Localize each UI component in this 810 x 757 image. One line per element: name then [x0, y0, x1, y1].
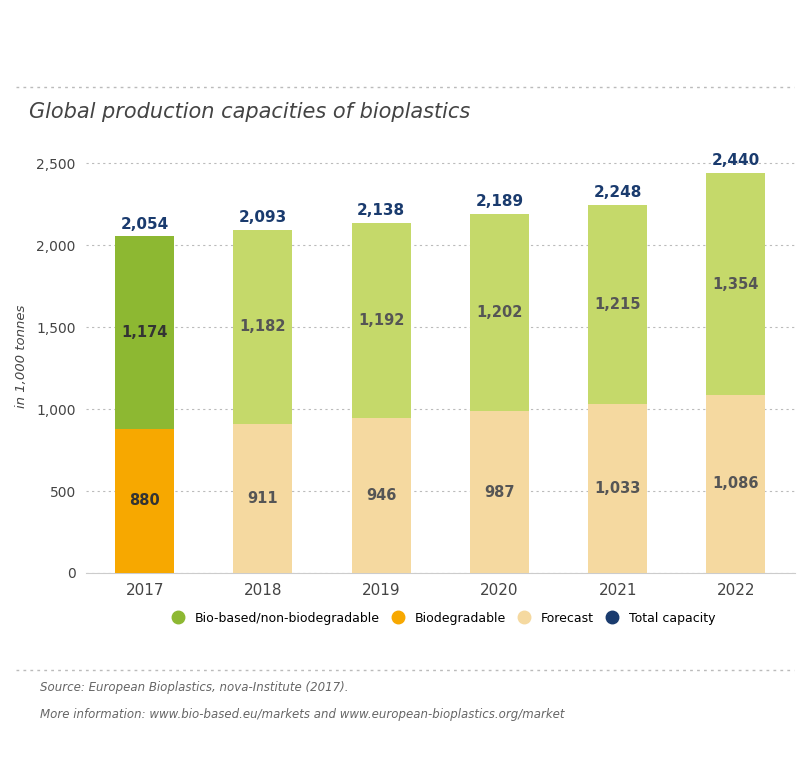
Text: 2,138: 2,138	[357, 203, 405, 218]
Text: 1,033: 1,033	[595, 481, 641, 496]
Bar	[470, 214, 529, 411]
Text: 2,093: 2,093	[239, 210, 287, 225]
Text: 1,215: 1,215	[595, 297, 641, 312]
Bar	[706, 395, 765, 573]
Bar	[706, 173, 765, 395]
Bar	[588, 403, 647, 573]
Text: 1,174: 1,174	[122, 326, 168, 340]
Text: 2,440: 2,440	[712, 154, 760, 168]
Text: 946: 946	[366, 488, 396, 503]
Bar	[115, 236, 174, 428]
Text: 1,202: 1,202	[476, 305, 522, 320]
Bar	[352, 223, 411, 418]
Text: 987: 987	[484, 484, 514, 500]
Text: 880: 880	[130, 494, 160, 509]
Text: 1,182: 1,182	[240, 319, 286, 335]
Text: 2,054: 2,054	[121, 217, 168, 232]
Bar	[233, 424, 292, 573]
Text: 911: 911	[248, 491, 278, 506]
Text: 2,248: 2,248	[594, 185, 642, 200]
Text: 1,086: 1,086	[713, 476, 759, 491]
Bar	[352, 418, 411, 573]
Text: Source: European Bioplastics, nova-Institute (2017).: Source: European Bioplastics, nova-Insti…	[40, 681, 349, 694]
Text: 2,189: 2,189	[475, 195, 523, 210]
Bar	[233, 230, 292, 424]
Bar	[470, 411, 529, 573]
Text: Global production capacities of bioplastics: Global production capacities of bioplast…	[29, 102, 470, 122]
Bar	[115, 428, 174, 573]
Text: 1,354: 1,354	[713, 276, 759, 291]
Legend: Bio-based/non-biodegradable, Biodegradable, Forecast, Total capacity: Bio-based/non-biodegradable, Biodegradab…	[160, 606, 720, 630]
Text: More information: www.bio-based.eu/markets and www.european-bioplastics.org/mark: More information: www.bio-based.eu/marke…	[40, 708, 565, 721]
Bar	[588, 204, 647, 403]
Text: 1,192: 1,192	[358, 313, 404, 328]
Y-axis label: in 1,000 tonnes: in 1,000 tonnes	[15, 304, 28, 407]
